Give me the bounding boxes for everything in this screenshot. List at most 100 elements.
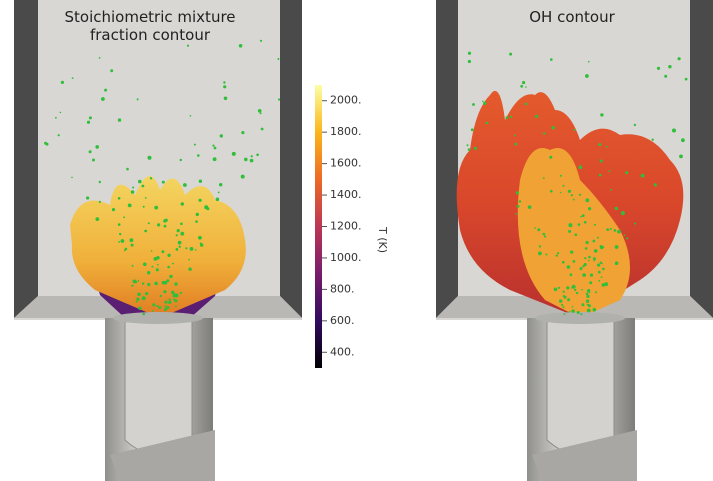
droplet [164,301,167,304]
droplet [190,115,192,117]
droplet [483,102,486,105]
droplet [101,97,105,101]
nozzle-rim [113,312,203,324]
droplet [199,180,202,183]
droplet [154,206,158,210]
droplet [586,295,589,298]
droplet [593,240,596,243]
droplet [509,53,512,56]
droplet [142,185,145,188]
droplet [55,117,57,119]
droplet [167,266,170,269]
left-panel: Stoichiometric mixture fraction contour [14,0,302,481]
droplet [594,249,598,253]
droplet [164,225,167,228]
droplet [99,57,101,59]
droplet [550,58,553,61]
tick-label: 2000. [330,94,362,107]
droplet [571,194,573,196]
droplet [654,183,657,186]
droplet [681,138,685,142]
droplet [615,261,619,265]
droplet [572,306,574,308]
nozzle-inner [125,320,192,455]
droplet [142,313,145,316]
droplet [560,192,562,194]
droplet [586,300,589,303]
droplet [258,109,262,113]
droplet [586,241,589,244]
droplet [241,131,244,134]
droplet [261,128,264,131]
droplet [132,187,134,189]
wall [14,0,38,318]
droplet [144,230,147,233]
droplet [180,159,182,161]
droplet [142,297,144,299]
droplet [520,85,523,88]
droplet [606,228,609,231]
droplet [581,289,583,291]
droplet [241,175,245,179]
droplet [580,216,582,218]
droplet [573,129,575,131]
droplet [95,217,99,221]
droplet [164,281,168,285]
droplet [130,238,134,242]
droplet [573,260,576,263]
droplet [156,305,158,307]
droplet [160,295,162,297]
droplet [515,213,517,215]
droplet [585,198,589,202]
droplet [615,245,619,249]
droplet [169,298,171,300]
droplet [588,260,590,262]
droplet [568,190,571,193]
droplet [131,285,133,287]
droplet [132,265,134,267]
droplet [471,128,474,131]
tick-label: 600. [330,314,355,327]
droplet [244,158,248,162]
droplet [652,139,654,141]
droplet [138,180,142,184]
droplet [535,115,538,118]
tick-label: 1000. [330,251,362,264]
droplet [220,134,223,137]
droplet [544,235,546,237]
droplet [614,229,617,232]
droplet [137,280,139,282]
droplet [571,309,574,312]
droplet [195,249,197,251]
droplet [550,190,553,193]
droplet [534,227,536,229]
droplet [86,196,89,199]
droplet [601,263,603,265]
droplet [617,230,621,234]
droplet [567,298,570,301]
droplet [510,116,512,118]
panel-title: fraction contour [90,26,211,44]
droplet [664,75,667,78]
droplet [251,155,253,157]
droplet [124,250,126,252]
droplet [87,121,90,124]
droplet [216,198,220,202]
droplet [625,171,628,174]
droplet [181,202,184,205]
droplet [175,306,177,308]
droplet [595,291,597,293]
droplet [598,143,601,146]
droplet [468,52,471,55]
droplet [212,145,214,147]
droplet [602,268,605,271]
figure: Stoichiometric mixture fraction contour … [0,0,713,481]
droplet [147,271,150,274]
droplet [145,197,147,199]
droplet [624,234,626,236]
droplet [600,113,603,116]
droplet [148,222,150,224]
droplet [213,157,217,161]
droplet [188,259,190,261]
droplet [581,303,584,306]
